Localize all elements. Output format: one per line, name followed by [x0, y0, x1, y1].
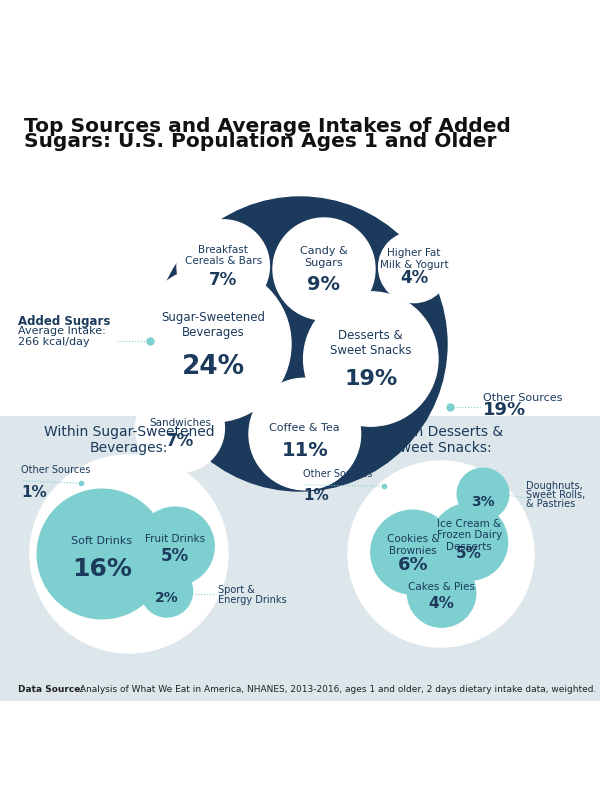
Text: Higher Fat
Milk & Yogurt: Higher Fat Milk & Yogurt	[380, 248, 448, 270]
Text: 1%: 1%	[303, 487, 329, 502]
Text: 6%: 6%	[397, 555, 428, 573]
Text: 16%: 16%	[72, 556, 132, 581]
Circle shape	[37, 490, 167, 619]
Text: 19%: 19%	[483, 401, 526, 418]
Circle shape	[30, 455, 228, 653]
Circle shape	[249, 379, 361, 490]
Text: Ice Cream &
Frozen Dairy
Desserts: Ice Cream & Frozen Dairy Desserts	[437, 518, 502, 551]
Text: Cookies &
Brownies: Cookies & Brownies	[386, 533, 439, 555]
Text: 11%: 11%	[281, 441, 328, 459]
Text: Cakes & Pies: Cakes & Pies	[408, 581, 475, 592]
Text: Other Sources: Other Sources	[21, 465, 91, 475]
Text: Within Sugar-Sweetened
Beverages:: Within Sugar-Sweetened Beverages:	[44, 424, 214, 454]
Circle shape	[348, 462, 534, 647]
Text: 266 kcal/day: 266 kcal/day	[18, 336, 89, 347]
Text: Candy &
Sugars: Candy & Sugars	[300, 246, 348, 267]
Text: Within Desserts &
Sweet Snacks:: Within Desserts & Sweet Snacks:	[379, 424, 503, 454]
Text: 5%: 5%	[456, 545, 482, 560]
Circle shape	[141, 565, 193, 618]
Text: 1%: 1%	[21, 484, 47, 499]
Text: Desserts &
Sweet Snacks: Desserts & Sweet Snacks	[330, 328, 412, 357]
Text: Analysis of What We Eat in America, NHANES, 2013-2016, ages 1 and older, 2 days : Analysis of What We Eat in America, NHAN…	[77, 684, 596, 693]
Text: Data Source:: Data Source:	[18, 684, 84, 693]
Text: Average Intake:: Average Intake:	[18, 326, 106, 336]
Circle shape	[457, 469, 509, 520]
Text: Added Sugars: Added Sugars	[18, 314, 110, 327]
Text: Soft Drinks: Soft Drinks	[71, 535, 133, 545]
Text: Top Sources and Average Intakes of Added: Top Sources and Average Intakes of Added	[24, 117, 511, 136]
Circle shape	[177, 221, 269, 313]
Text: 7%: 7%	[209, 271, 238, 288]
Text: 7%: 7%	[166, 432, 194, 450]
Text: 4%: 4%	[400, 269, 428, 287]
Text: 3%: 3%	[471, 495, 495, 508]
Text: 2%: 2%	[155, 590, 179, 604]
Text: 5%: 5%	[161, 546, 189, 564]
Text: Other Sources: Other Sources	[483, 393, 562, 402]
Circle shape	[431, 504, 508, 581]
Text: Sweet Rolls,: Sweet Rolls,	[526, 489, 586, 499]
Circle shape	[153, 198, 447, 491]
Bar	[0, 417, 600, 701]
Text: Energy Drinks: Energy Drinks	[218, 594, 286, 604]
Text: Sandwiches: Sandwiches	[149, 418, 211, 428]
Text: 24%: 24%	[181, 353, 245, 379]
Circle shape	[273, 218, 375, 320]
Text: Sport &: Sport &	[218, 585, 254, 595]
Text: 9%: 9%	[308, 275, 341, 293]
Text: Fruit Drinks: Fruit Drinks	[145, 533, 205, 543]
Circle shape	[136, 384, 224, 473]
Circle shape	[371, 511, 455, 594]
Text: 19%: 19%	[344, 369, 397, 389]
Text: 4%: 4%	[428, 595, 455, 610]
Text: Doughnuts,: Doughnuts,	[526, 480, 583, 491]
Text: Other Sources: Other Sources	[303, 468, 373, 479]
Text: Sugar-Sweetened
Beverages: Sugar-Sweetened Beverages	[161, 311, 265, 339]
Circle shape	[135, 267, 291, 422]
Text: Coffee & Tea: Coffee & Tea	[269, 422, 340, 433]
Circle shape	[379, 233, 449, 304]
Circle shape	[136, 507, 214, 585]
Circle shape	[304, 292, 438, 426]
Text: & Pastries: & Pastries	[526, 499, 575, 508]
Text: Sugars: U.S. Population Ages 1 and Older: Sugars: U.S. Population Ages 1 and Older	[24, 132, 497, 151]
Circle shape	[407, 559, 476, 627]
Text: Breakfast
Cereals & Bars: Breakfast Cereals & Bars	[185, 244, 262, 266]
